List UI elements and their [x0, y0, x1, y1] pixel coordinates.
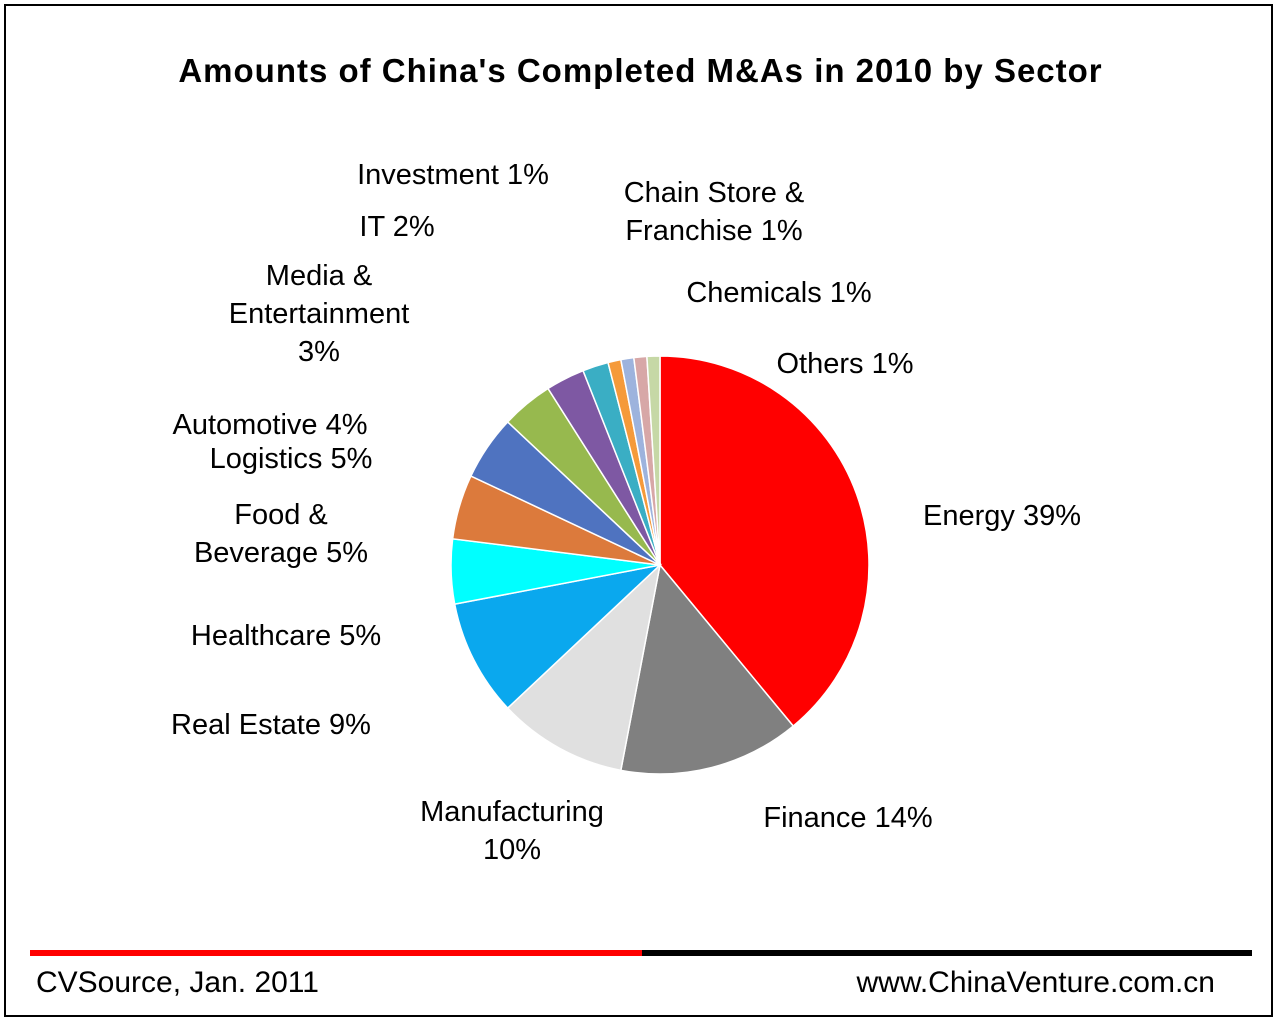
- slice-label-line: Logistics 5%: [209, 443, 373, 475]
- slice-label-line: Media &: [265, 260, 373, 292]
- slice-label-food-beverage-5: Food & Beverage 5%: [194, 496, 368, 572]
- pie-slice-others-1: [646, 355, 661, 566]
- slice-label-line: Real Estate 9%: [171, 709, 371, 741]
- footer-rule-red: [30, 950, 642, 956]
- slice-label-line: 3%: [298, 336, 340, 368]
- footer-rule-black: [642, 950, 1252, 956]
- pie-slice-energy-39: [659, 355, 870, 728]
- slice-label-energy-39: Energy 39%: [923, 497, 1081, 535]
- slice-label-automotive-4: Automotive 4%: [172, 406, 367, 444]
- footer-url: www.ChinaVenture.com.cn: [856, 966, 1215, 999]
- slice-label-line: IT 2%: [359, 211, 435, 243]
- slice-label-line: Investment 1%: [357, 159, 549, 191]
- slice-label-line: Chemicals 1%: [686, 277, 872, 309]
- slice-label-line: Healthcare 5%: [190, 620, 382, 652]
- slice-label-chemicals-1: Chemicals 1%: [686, 274, 871, 312]
- slice-label-real-estate-9: Real Estate 9%: [171, 706, 371, 744]
- slice-label-line: 10%: [482, 834, 542, 866]
- pie-slice-manufacturing-10: [506, 562, 662, 772]
- slice-label-line: Manufacturing: [420, 796, 604, 828]
- slice-label-investment-1: Investment 1%: [357, 156, 549, 194]
- pie-slice-real-estate-9: [453, 563, 663, 710]
- slice-label-line: Automotive 4%: [172, 409, 368, 441]
- slice-label-line: Finance 14%: [763, 802, 933, 834]
- slice-label-line: Food &: [234, 499, 328, 531]
- slice-label-others-1: Others 1%: [777, 345, 914, 383]
- slice-label-chain-store-franchise-1: Chain Store & Franchise 1%: [624, 174, 805, 250]
- slice-label-line: Energy 39%: [923, 500, 1081, 532]
- slice-label-line: Entertainment: [228, 298, 410, 330]
- slice-label-line: Chain Store &: [623, 177, 805, 209]
- slice-label-line: Franchise 1%: [625, 215, 803, 247]
- slice-label-logistics-5: Logistics 5%: [210, 440, 373, 478]
- slice-label-manufacturing-10: Manufacturing 10%: [420, 793, 604, 869]
- slice-label-line: Others 1%: [776, 348, 914, 380]
- slice-label-healthcare-5: Healthcare 5%: [191, 617, 381, 655]
- footer-source: CVSource, Jan. 2011: [36, 966, 319, 999]
- chart-title: Amounts of China's Completed M&As in 201…: [178, 52, 1103, 89]
- pie-slice-finance-14: [619, 563, 795, 775]
- slice-label-it-2: IT 2%: [359, 208, 434, 246]
- slice-label-line: Beverage 5%: [193, 537, 369, 569]
- slice-label-finance-14: Finance 14%: [763, 799, 932, 837]
- slice-label-media-entertainment-3: Media & Entertainment 3%: [229, 257, 410, 371]
